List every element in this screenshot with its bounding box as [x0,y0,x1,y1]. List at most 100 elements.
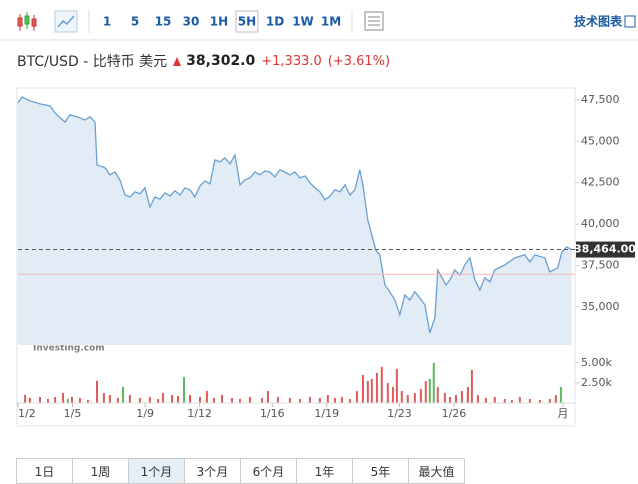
volume-bar [171,394,174,403]
y-tick-label: 40,000 [581,217,620,230]
watermark: Investing.com [33,344,105,354]
volume-bar [96,380,99,403]
interval-selected [235,10,259,33]
volume-bar [484,397,487,403]
volume-bar [326,394,329,403]
volume-bar [177,395,180,403]
volume-bar [220,394,223,403]
interval-button[interactable]: 1H [210,15,228,29]
volume-bar [298,398,301,403]
price-area [18,97,572,345]
last-price-box [576,241,635,258]
volume-bar [333,397,336,403]
volume-bar [538,399,541,403]
volume-bar [466,386,469,403]
volume-bar [148,396,151,403]
volume-bar [205,390,208,403]
range-button[interactable]: 1年 [296,458,353,484]
volume-bar [493,396,496,403]
volume-bar [183,376,186,403]
x-tick-label: 月 [557,407,568,420]
volume-bar [62,392,65,403]
volume-bar [391,386,394,403]
volume-bar [308,396,311,403]
volume-bar [78,397,81,403]
volume-bar [108,394,111,403]
y-tick-label: 35,000 [581,300,620,313]
volume-bar [476,394,479,403]
range-button[interactable]: 最大值 [408,458,465,484]
volume-bar [375,372,378,403]
interval-button[interactable]: 1 [103,15,111,29]
line-icon[interactable] [54,10,78,33]
interval-button[interactable]: 5H [238,15,256,29]
interval-button[interactable]: 1M [321,15,341,29]
volume-bar [548,398,551,403]
x-tick-label: 1/23 [387,407,412,420]
volume-bar [554,394,557,403]
volume-bar [102,392,105,403]
x-tick-label: 1/19 [314,407,339,420]
volume-bar [157,398,160,403]
volume-bar [340,396,343,403]
change-pct: (+3.61%) [327,53,391,69]
volume-bar [428,378,431,403]
volume-bar [348,398,351,403]
volume-bar [318,397,321,403]
x-tick-label: 1/26 [442,407,467,420]
volume-bar [400,390,403,403]
change: +1,333.0 [261,53,322,69]
volume-bar [395,368,398,403]
volume-bar [138,397,141,403]
tech-chart-link[interactable]: 技术图表 [574,14,623,29]
interval-button[interactable]: 1D [266,15,284,29]
interval-button[interactable]: 1W [292,15,314,29]
volume-bar [276,396,279,403]
volume-bar [24,394,27,403]
volume-bar [528,398,531,403]
volume-bar [386,382,389,403]
range-button[interactable]: 1个月 [128,458,185,484]
price: 38,302.0 [186,53,256,69]
volume-bar [288,397,291,403]
volume-bar [161,392,164,403]
volume-bar [443,392,446,403]
range-button[interactable]: 1日 [16,458,73,484]
volume-bar [199,396,202,403]
interval-button[interactable]: 15 [155,15,172,29]
volume-bar [470,369,473,403]
volume-bar [424,380,427,403]
volume-bar [128,394,131,403]
y-tick-label: 42,500 [581,176,620,189]
volume-bar [260,397,263,403]
x-tick-label: 1/5 [64,407,82,420]
volume-bar [370,378,373,403]
volume-bar [460,390,463,403]
volume-bar [230,397,233,403]
interval-button[interactable]: 30 [183,15,200,29]
volume-bar [121,386,124,403]
volume-bar [361,374,364,403]
range-button[interactable]: 3个月 [184,458,241,484]
range-button[interactable]: 6个月 [240,458,297,484]
volume-bar [28,397,31,403]
interval-button[interactable]: 5 [131,15,139,29]
symbol: BTC/USD - 比特币 美元 [17,54,168,70]
link-icon [624,15,636,28]
volume-bar [454,394,457,403]
candle-icon[interactable] [17,12,37,31]
y-tick-label: 47,500 [581,93,620,106]
quote-header: BTC/USD - 比特币 美元 38,302.0 +1,333.0 (+3.6… [17,51,396,71]
volume-bar [518,396,521,403]
x-tick-label: 1/12 [187,407,212,420]
volume-bar [66,398,69,403]
range-button[interactable]: 5年 [352,458,409,484]
range-button[interactable]: 1周 [72,458,129,484]
volume-bar [355,390,358,403]
up-arrow [173,56,182,66]
x-tick-label: 1/9 [136,407,154,420]
last-price-label: 38,464.00 [574,243,636,256]
image-icon[interactable] [364,11,384,31]
